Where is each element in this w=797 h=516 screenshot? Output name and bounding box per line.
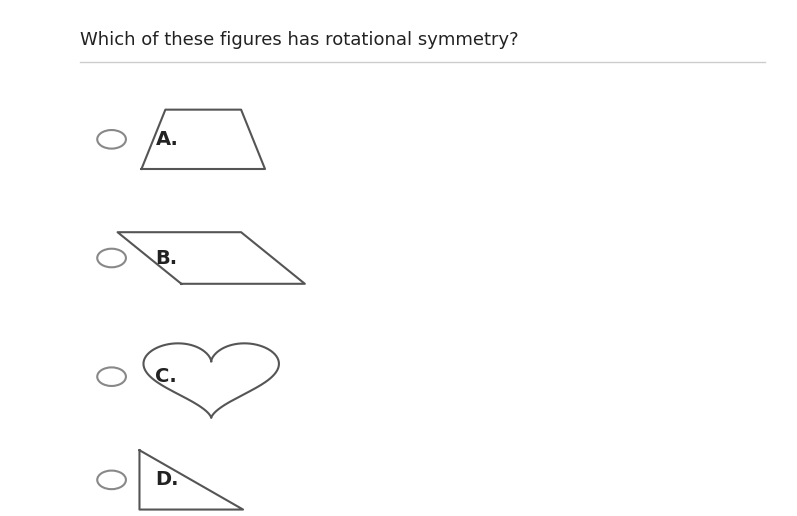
Text: Which of these figures has rotational symmetry?: Which of these figures has rotational sy… [80,31,518,49]
Text: C.: C. [155,367,177,386]
Text: A.: A. [155,130,179,149]
Text: B.: B. [155,249,178,267]
Text: D.: D. [155,471,179,489]
